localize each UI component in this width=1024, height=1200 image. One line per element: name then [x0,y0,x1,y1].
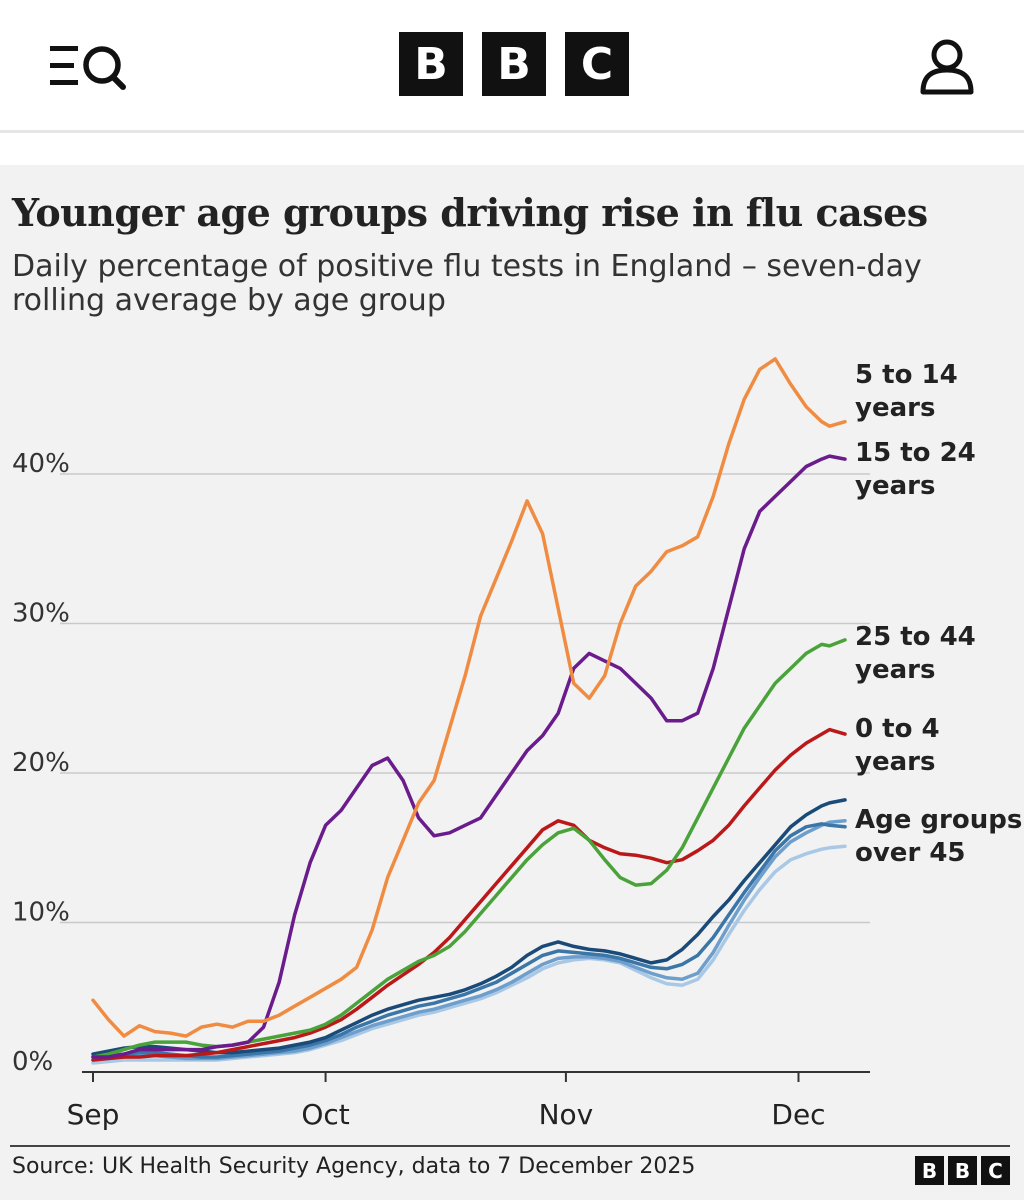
series-line [91,844,847,1065]
y-tick-label: 30% [12,599,70,629]
series-label: years [855,655,935,685]
logo-letter: B [482,32,546,96]
y-tick-label: 10% [12,898,70,928]
logo-letter: C [981,1156,1010,1185]
series-label: years [855,747,935,777]
x-tick-label: Dec [771,1098,825,1130]
logo-letter: B [948,1156,977,1185]
account-icon [920,39,974,95]
header-spacer [0,133,1024,165]
y-tick-label: 40% [12,449,70,479]
chart-card [0,165,1024,1200]
series-line [91,822,847,1059]
series-label: years [855,471,935,501]
bbc-footer-logo: B B C [915,1156,1010,1185]
source-divider [10,1145,1010,1147]
site-header: B B C [0,0,1024,133]
logo-letter: B [915,1156,944,1185]
series-label: Age groups [855,805,1022,835]
chart-subtitle: Daily percentage of positive flu tests i… [12,249,922,318]
chart-title: Younger age groups driving rise in flu c… [12,190,928,235]
account-button[interactable] [918,38,976,96]
y-tick-label: 20% [12,748,70,778]
series-line [91,819,847,1062]
series-label: over 45 [855,838,966,868]
series-line [91,727,847,1062]
x-tick-label: Oct [301,1098,349,1130]
x-tick-label: Sep [67,1098,120,1130]
source-note: Source: UK Health Security Agency, data … [12,1154,696,1179]
y-tick-label: 0% [12,1047,53,1077]
series-label: 15 to 24 [855,438,976,468]
menu-search-button[interactable] [48,42,158,92]
logo-letter: B [399,32,463,96]
bbc-logo[interactable]: B B C [399,32,629,96]
series-line [91,454,847,1059]
series-label: 5 to 14 [855,360,958,390]
menu-search-icon [50,46,126,90]
logo-letter: C [565,32,629,96]
series-label: 0 to 4 [855,714,940,744]
series-label: 25 to 44 [855,622,976,652]
x-tick-label: Nov [539,1098,594,1130]
series-label: years [855,393,935,423]
series-line [91,357,847,1038]
